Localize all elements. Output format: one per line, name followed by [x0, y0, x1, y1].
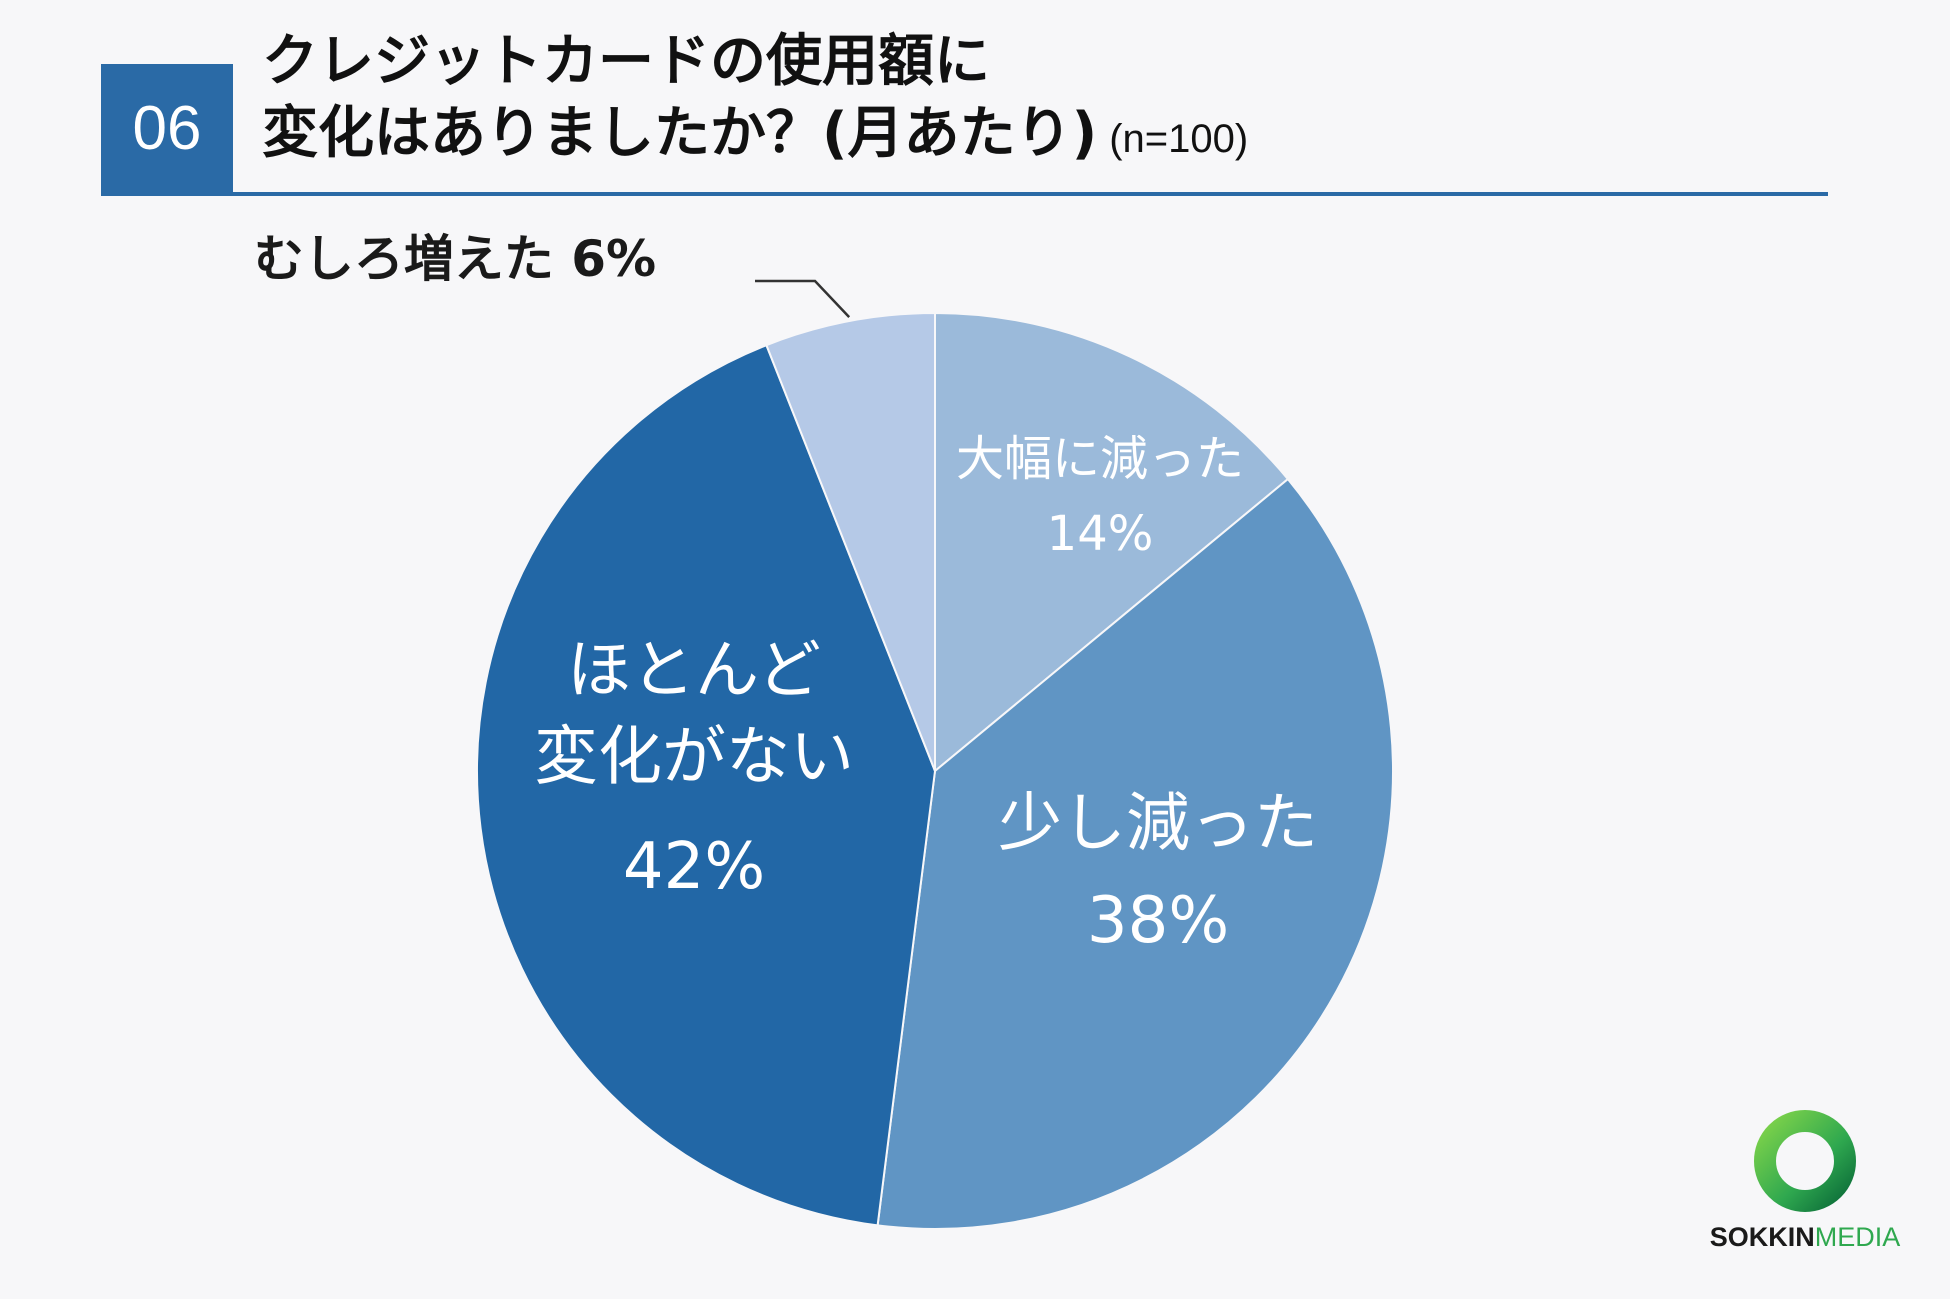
logo-wordmark: SOKKINMEDIA — [1690, 1222, 1920, 1253]
leader-line — [755, 279, 851, 318]
slice-label: 変化がない — [534, 720, 854, 794]
slice-value-label: 14% — [1047, 506, 1154, 562]
title-line-1: クレジットカードの使用額に — [262, 29, 990, 94]
page-title: クレジットカードの使用額に 変化はありましたか？(月あたり) (n=100) — [262, 26, 1248, 175]
logo-text-sokkin: SOKKIN — [1709, 1222, 1815, 1252]
data-label: むしろ増えた 6% — [254, 230, 656, 288]
pie-slice — [765, 311, 936, 772]
slice-label: 少し減った — [998, 787, 1318, 861]
title-line-2-text: 変化はありましたか？(月あたり) — [262, 101, 1098, 166]
slice-label: ほとんど — [567, 634, 821, 708]
sample-size: (n=100) — [1109, 117, 1249, 161]
pie-slice — [934, 311, 1290, 774]
question-number-badge: 06 — [101, 64, 233, 193]
title-underline — [101, 192, 1828, 196]
sokkin-media-logo: SOKKINMEDIA — [1690, 1098, 1920, 1258]
logo-text-media: MEDIA — [1814, 1222, 1901, 1252]
pie-slice — [876, 477, 1395, 1230]
title-line-2: 変化はありましたか？(月あたり) (n=100) — [262, 98, 1248, 175]
slice-value-label: 42% — [623, 830, 765, 904]
logo-ring-icon — [1754, 1110, 1856, 1212]
question-number: 06 — [132, 94, 202, 163]
slice-value-label: 38% — [1087, 884, 1229, 958]
pie-slice — [476, 343, 937, 1227]
slice-label: 大幅に減った — [956, 431, 1244, 487]
